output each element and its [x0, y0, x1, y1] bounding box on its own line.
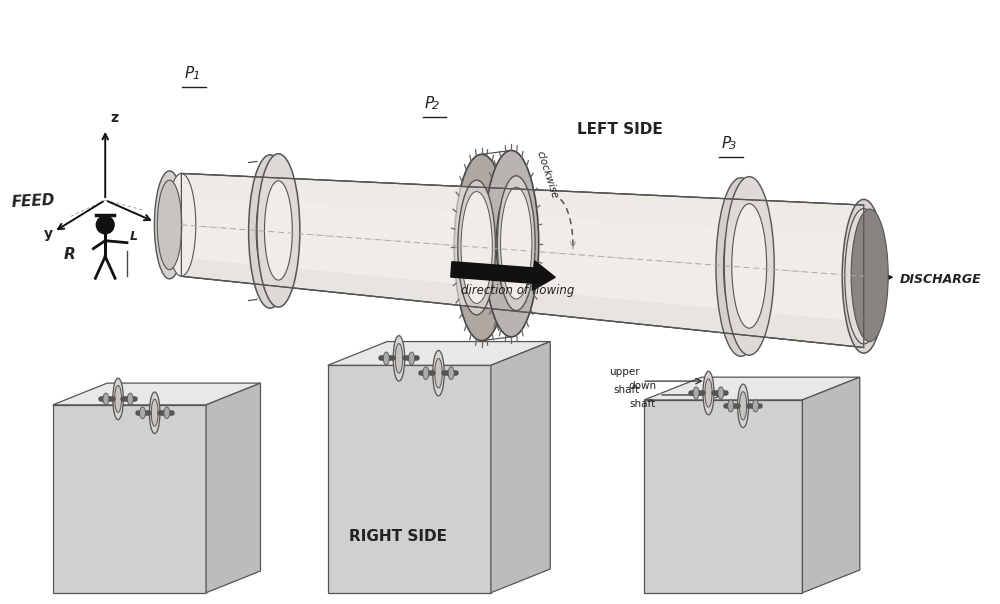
Ellipse shape: [140, 407, 145, 419]
Polygon shape: [53, 405, 206, 593]
Polygon shape: [181, 173, 864, 236]
Text: FEED: FEED: [11, 193, 56, 210]
Ellipse shape: [409, 352, 415, 365]
Text: direction of flowing: direction of flowing: [461, 284, 575, 297]
Ellipse shape: [393, 336, 405, 381]
Text: P: P: [184, 66, 194, 82]
Text: shaft: shaft: [630, 399, 656, 409]
Ellipse shape: [703, 371, 714, 415]
Ellipse shape: [753, 400, 758, 412]
Text: P: P: [721, 136, 731, 150]
Ellipse shape: [264, 181, 292, 280]
Text: R: R: [64, 248, 75, 263]
Ellipse shape: [103, 393, 109, 405]
Ellipse shape: [115, 385, 121, 413]
Ellipse shape: [484, 150, 539, 337]
Ellipse shape: [728, 400, 734, 412]
Ellipse shape: [454, 154, 509, 341]
Ellipse shape: [497, 176, 535, 310]
Ellipse shape: [851, 209, 888, 341]
Ellipse shape: [461, 191, 492, 303]
Text: L: L: [130, 230, 138, 243]
Ellipse shape: [113, 378, 123, 420]
Ellipse shape: [716, 178, 766, 356]
Ellipse shape: [738, 384, 749, 428]
Text: down: down: [628, 381, 656, 391]
Circle shape: [96, 216, 114, 234]
FancyArrow shape: [451, 261, 555, 291]
Polygon shape: [644, 377, 860, 400]
Text: 2: 2: [432, 101, 440, 111]
Polygon shape: [328, 365, 491, 593]
Polygon shape: [491, 341, 550, 593]
Ellipse shape: [724, 176, 774, 355]
Text: LEFT SIDE: LEFT SIDE: [577, 122, 663, 137]
Polygon shape: [802, 377, 860, 593]
Polygon shape: [181, 173, 864, 347]
Text: upper: upper: [609, 367, 639, 377]
Ellipse shape: [249, 155, 292, 308]
Polygon shape: [644, 400, 802, 593]
Text: y: y: [44, 226, 53, 241]
Text: shaft: shaft: [613, 385, 639, 395]
Ellipse shape: [740, 392, 747, 420]
Ellipse shape: [466, 193, 497, 301]
Ellipse shape: [435, 358, 442, 388]
Ellipse shape: [705, 379, 712, 407]
Ellipse shape: [732, 204, 767, 328]
Ellipse shape: [127, 393, 133, 405]
Ellipse shape: [433, 350, 444, 396]
Ellipse shape: [167, 173, 196, 276]
Text: DISCHARGE: DISCHARGE: [899, 273, 981, 286]
Text: clockwise: clockwise: [535, 150, 560, 200]
Polygon shape: [328, 341, 550, 365]
Ellipse shape: [842, 199, 885, 353]
Ellipse shape: [423, 367, 429, 379]
Ellipse shape: [149, 392, 160, 434]
Polygon shape: [181, 258, 864, 347]
Ellipse shape: [157, 180, 182, 269]
Text: P: P: [425, 96, 434, 111]
Ellipse shape: [458, 180, 496, 315]
Ellipse shape: [164, 407, 170, 419]
Ellipse shape: [448, 367, 454, 379]
Ellipse shape: [154, 171, 185, 279]
Polygon shape: [181, 173, 864, 347]
Text: 3: 3: [729, 141, 736, 150]
Ellipse shape: [256, 182, 284, 281]
Ellipse shape: [718, 387, 724, 399]
Ellipse shape: [257, 154, 300, 307]
Ellipse shape: [845, 208, 883, 344]
Ellipse shape: [723, 205, 758, 329]
Ellipse shape: [693, 387, 699, 399]
Polygon shape: [206, 383, 260, 593]
Polygon shape: [53, 383, 260, 405]
Ellipse shape: [151, 399, 158, 426]
Text: x: x: [159, 214, 168, 228]
Text: RIGHT SIDE: RIGHT SIDE: [349, 529, 447, 544]
Ellipse shape: [383, 352, 389, 365]
Ellipse shape: [501, 187, 532, 299]
Text: 1: 1: [192, 71, 199, 82]
Text: z: z: [110, 111, 118, 125]
Ellipse shape: [395, 344, 403, 373]
Ellipse shape: [496, 190, 526, 298]
